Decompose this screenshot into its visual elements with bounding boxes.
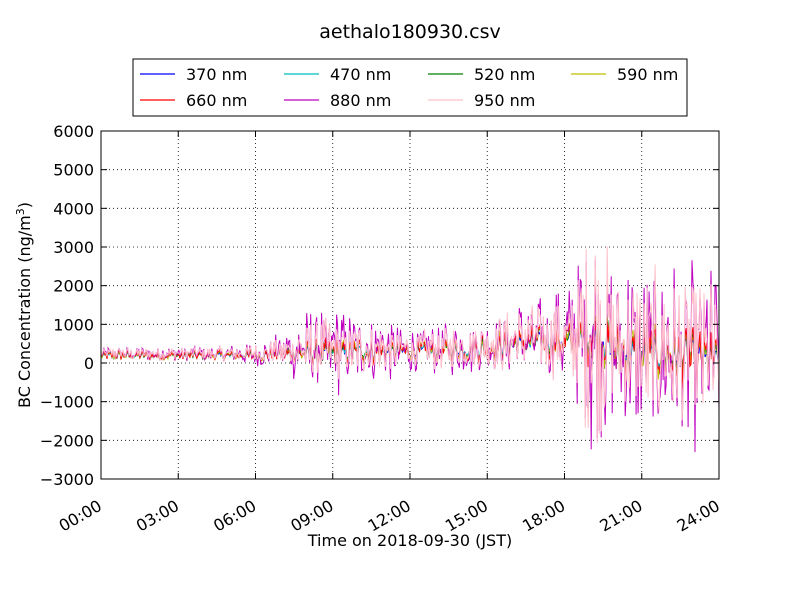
y-tick-label: −3000 xyxy=(40,470,94,489)
x-tick-label: 00:00 xyxy=(56,496,105,536)
legend-label: 370 nm xyxy=(186,65,247,84)
x-tick-label: 24:00 xyxy=(674,496,723,536)
series-group xyxy=(101,246,719,453)
legend: 370 nm 470 nm 520 nm 590 nm 660 nm 880 nm 950 … xyxy=(132,58,688,117)
y-axis-title-end: ) xyxy=(15,202,34,208)
y-axis-title-sup: 3 xyxy=(14,208,27,215)
legend-label: 520 nm xyxy=(474,65,535,84)
y-axis-title: BC Concentration (ng/m3) xyxy=(14,202,34,408)
legend-label: 590 nm xyxy=(617,65,678,84)
x-tick-label: 09:00 xyxy=(287,496,336,536)
y-axis-title-main: BC Concentration (ng/m xyxy=(15,215,34,408)
x-tick-label: 18:00 xyxy=(519,496,568,536)
y-tick-label: −1000 xyxy=(40,393,94,412)
legend-label: 660 nm xyxy=(186,91,247,110)
y-tick-label: 6000 xyxy=(53,122,94,141)
legend-label: 880 nm xyxy=(330,91,391,110)
x-tick-label: 21:00 xyxy=(596,496,645,536)
y-tick-label: 2000 xyxy=(53,277,94,296)
legend-label: 470 nm xyxy=(330,65,391,84)
y-tick-label: 0 xyxy=(84,354,94,373)
chart-title: aethalo180930.csv xyxy=(319,21,501,43)
y-tick-label: −2000 xyxy=(40,431,94,450)
x-tick-label: 15:00 xyxy=(442,496,491,536)
legend-label: 950 nm xyxy=(474,91,535,110)
y-tick-label: 1000 xyxy=(53,315,94,334)
y-tick-label: 4000 xyxy=(53,199,94,218)
series-line-950-nm xyxy=(101,246,719,444)
x-tick-label: 06:00 xyxy=(210,496,259,536)
x-tick-label: 12:00 xyxy=(365,496,414,536)
grid xyxy=(101,131,719,479)
legend-frame xyxy=(132,58,688,117)
x-axis-title: Time on 2018-09-30 (JST) xyxy=(307,531,512,550)
x-tick-label: 03:00 xyxy=(133,496,182,536)
y-tick-label: 3000 xyxy=(53,238,94,257)
y-tick-label: 5000 xyxy=(53,161,94,180)
